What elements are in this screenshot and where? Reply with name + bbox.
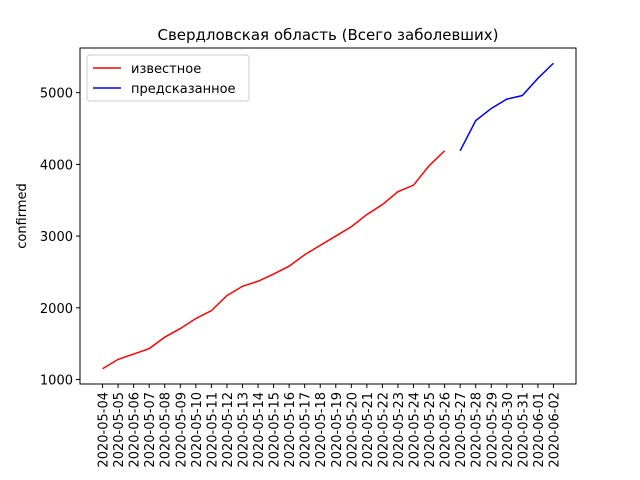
x-tick-label: 2020-05-31 [516,392,531,468]
y-tick-label: 3000 [40,230,73,245]
x-tick-label: 2020-05-21 [361,392,376,468]
y-tick-label: 4000 [40,158,73,173]
x-tick-label: 2020-05-06 [128,392,143,468]
y-tick-label: 1000 [40,373,73,388]
x-tick-label: 2020-05-18 [314,392,329,468]
x-tick-label: 2020-05-17 [299,392,314,468]
y-axis-label: confirmed [15,183,30,249]
x-tick-label: 2020-05-10 [190,392,205,468]
x-tick-label: 2020-05-24 [408,392,423,468]
x-tick-label: 2020-05-28 [470,392,485,468]
x-tick-label: 2020-05-11 [205,392,220,468]
x-tick-label: 2020-05-26 [439,392,454,468]
x-tick-label: 2020-05-09 [174,392,189,468]
x-tick-label: 2020-05-04 [97,392,112,468]
x-tick-label: 2020-05-15 [268,392,283,468]
legend-label: предсказанное [131,82,236,97]
x-tick-label: 2020-05-30 [501,392,516,468]
x-tick-label: 2020-06-01 [532,392,547,468]
x-tick-label: 2020-05-22 [376,392,391,468]
line-series [102,150,446,370]
x-tick-label: 2020-05-13 [236,392,251,468]
x-tick-label: 2020-05-16 [283,392,298,468]
x-tick-label: 2020-05-27 [454,392,469,468]
x-tick-label: 2020-06-02 [547,392,562,468]
y-tick-label: 5000 [40,87,73,102]
x-tick-label: 2020-05-12 [221,392,236,468]
y-tick-label: 2000 [40,302,73,317]
x-tick-label: 2020-05-14 [252,392,267,468]
line-series [459,62,554,152]
plot-frame [79,47,577,385]
x-tick-label: 2020-05-08 [159,392,174,468]
x-tick-label: 2020-05-05 [112,392,127,468]
x-tick-label: 2020-05-07 [143,392,158,468]
x-tick-label: 2020-05-19 [330,392,345,468]
x-tick-label: 2020-05-29 [485,392,500,468]
x-tick-label: 2020-05-20 [345,392,360,468]
legend-label: известное [131,62,201,77]
x-tick-label: 2020-05-25 [423,392,438,468]
legend-box [86,54,250,102]
chart-title: Свердловская область (Всего заболевших) [157,26,498,44]
x-tick-label: 2020-05-23 [392,392,407,468]
